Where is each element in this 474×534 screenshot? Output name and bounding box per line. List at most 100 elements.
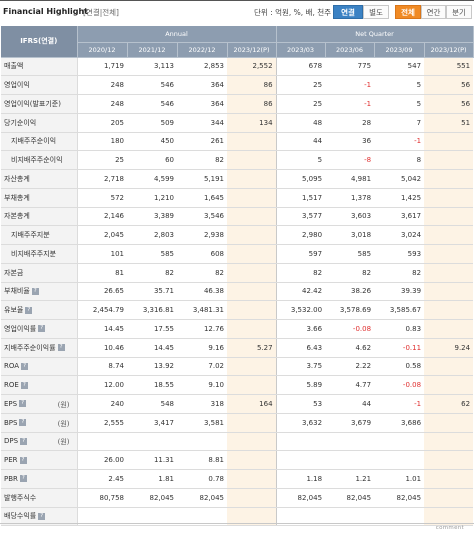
value-cell: 2,980 [275, 225, 326, 245]
table-row: 자산총계 2,718 4,599 5,191 5,095 4,981 5,042 [1, 169, 474, 189]
row-label-cell: 부채총계 [1, 188, 78, 208]
value-cell [424, 432, 474, 452]
table-row: 유보율? 2,454.79 3,316.81 3,481.31 3,532.00 3,57… [1, 300, 474, 320]
help-icon[interactable]: ? [20, 437, 28, 445]
value-cell [227, 413, 277, 433]
value-cell: 8.74 [77, 357, 127, 377]
help-icon[interactable]: ? [57, 344, 65, 352]
value-cell: 82,045 [275, 488, 326, 508]
value-cell: 11.31 [127, 450, 177, 470]
value-cell: 2,803 [127, 225, 177, 245]
row-label-cell: 자산총계 [1, 169, 78, 189]
row-label-cell: 유보율? [1, 300, 78, 320]
row-label: 영업이익 [4, 81, 30, 90]
row-label-cell: 지배주주순이익 [1, 132, 78, 152]
value-cell [227, 169, 277, 189]
value-cell: 344 [177, 113, 227, 133]
row-unit: (원) [57, 400, 70, 409]
help-icon[interactable]: ? [21, 362, 29, 370]
value-cell: 597 [275, 244, 326, 264]
value-cell [227, 244, 277, 264]
row-unit: (원) [57, 419, 70, 428]
row-label-wrap: 매출액 [4, 61, 74, 71]
help-icon[interactable]: ? [31, 287, 39, 295]
row-label-wrap: 지배주주지분 [11, 230, 74, 240]
table-row: 지배주주순이익 180 450 261 44 36 -1 [1, 132, 474, 152]
row-label-cell: 매출액 [1, 57, 78, 77]
column-header: 2023/06 [325, 42, 375, 58]
all-period-button[interactable]: 전체 [395, 5, 421, 19]
value-cell: -0.08 [325, 319, 375, 339]
row-label: 지배주주지분 [11, 231, 50, 240]
row-label-cell: 부채비율? [1, 282, 78, 302]
value-cell: 548 [127, 394, 177, 414]
value-cell: 546 [127, 75, 177, 95]
value-cell: 450 [127, 132, 177, 152]
value-cell [325, 507, 375, 527]
row-label-wrap: 비지배주주순이익 [11, 155, 74, 165]
annual-button[interactable]: 연간 [421, 5, 446, 19]
value-cell: 1,378 [325, 188, 375, 208]
value-cell: 82 [275, 263, 326, 283]
value-cell: 3,417 [127, 413, 177, 433]
value-cell: 12.00 [77, 375, 127, 395]
value-cell: 4.62 [325, 338, 375, 358]
help-icon[interactable]: ? [19, 419, 27, 427]
row-label-wrap: 비지배주주지분 [11, 249, 74, 259]
help-icon[interactable]: ? [19, 456, 27, 464]
help-icon[interactable]: ? [38, 512, 46, 520]
row-label: 배당수익률 [4, 512, 37, 521]
value-cell: 546 [127, 94, 177, 114]
value-cell: 3,603 [325, 207, 375, 227]
value-cell: 164 [227, 394, 277, 414]
value-cell: 1,425 [374, 188, 425, 208]
help-icon[interactable]: ? [19, 475, 27, 483]
value-cell: 82 [374, 263, 425, 283]
value-cell: 5 [374, 75, 425, 95]
value-cell: 5.89 [275, 375, 326, 395]
value-cell [424, 469, 474, 489]
value-cell: 5.27 [227, 338, 277, 358]
value-cell: 18.55 [127, 375, 177, 395]
value-cell: 3.75 [275, 357, 326, 377]
value-cell [424, 300, 474, 320]
row-label-cell: 지배주주순이익률? [1, 338, 78, 358]
value-cell [424, 319, 474, 339]
column-header: 2022/12 [177, 42, 228, 58]
value-cell: 4,981 [325, 169, 375, 189]
annual-group-header: Annual [77, 26, 277, 43]
value-cell: 3,581 [177, 413, 227, 433]
value-cell: 364 [177, 75, 227, 95]
consolidated-button[interactable]: 연결 [333, 5, 363, 19]
row-label-wrap: ROA? [4, 362, 74, 370]
quarter-button[interactable]: 분기 [446, 5, 472, 19]
table-row: ROE? 12.00 18.55 9.10 5.89 4.77 -0.08 [1, 375, 474, 395]
table-row: EPS? (원) 240 548 318 164 53 44 -1 62 [1, 394, 474, 414]
value-cell: 248 [77, 94, 127, 114]
help-icon[interactable]: ? [25, 306, 33, 314]
value-cell: 1.18 [275, 469, 326, 489]
value-cell: 82,045 [325, 488, 375, 508]
table-row: 발행주식수 80,758 82,045 82,045 82,045 82,045 82,04… [1, 488, 474, 508]
table-row: 영업이익(발표기준) 248 546 364 86 25 -1 5 56 [1, 94, 474, 114]
value-cell: 14.45 [77, 319, 127, 339]
help-icon[interactable]: ? [20, 381, 28, 389]
value-cell [227, 300, 277, 320]
value-cell: 3,686 [374, 413, 425, 433]
help-icon[interactable]: ? [19, 400, 27, 408]
value-cell [424, 132, 474, 152]
value-cell: 26.00 [77, 450, 127, 470]
value-cell [227, 225, 277, 245]
separate-button[interactable]: 별도 [363, 5, 389, 19]
value-cell [374, 432, 425, 452]
table-row: 매출액 1,719 3,113 2,853 2,552 678 775 547 551 [1, 57, 474, 77]
row-label-wrap: DPS? (원) [4, 437, 74, 446]
value-cell [227, 357, 277, 377]
help-icon[interactable]: ? [38, 325, 46, 333]
row-label-wrap: 유보율? [4, 305, 74, 315]
value-cell: 608 [177, 244, 227, 264]
value-cell [424, 263, 474, 283]
row-label-cell: 비지배주주순이익 [1, 150, 78, 170]
value-cell: 5 [275, 150, 326, 170]
footer-more-link[interactable]: comment [435, 525, 464, 531]
